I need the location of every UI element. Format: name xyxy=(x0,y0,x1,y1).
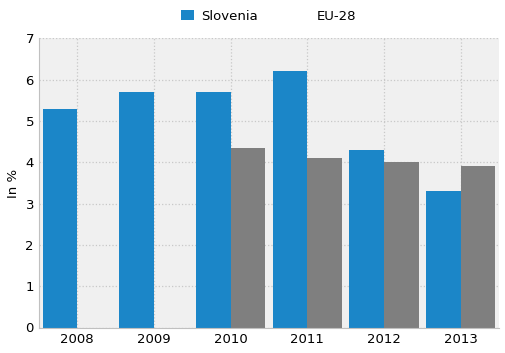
Bar xyxy=(460,166,494,328)
Bar xyxy=(425,191,460,328)
Bar xyxy=(307,158,341,328)
Legend: Slovenia, EU-28: Slovenia, EU-28 xyxy=(176,5,361,28)
Bar xyxy=(349,150,383,328)
Y-axis label: In %: In % xyxy=(7,168,20,198)
Bar xyxy=(383,162,418,328)
Bar xyxy=(196,92,230,328)
Bar xyxy=(230,148,265,328)
Bar xyxy=(42,109,77,328)
Bar xyxy=(119,92,154,328)
Bar xyxy=(272,71,307,328)
